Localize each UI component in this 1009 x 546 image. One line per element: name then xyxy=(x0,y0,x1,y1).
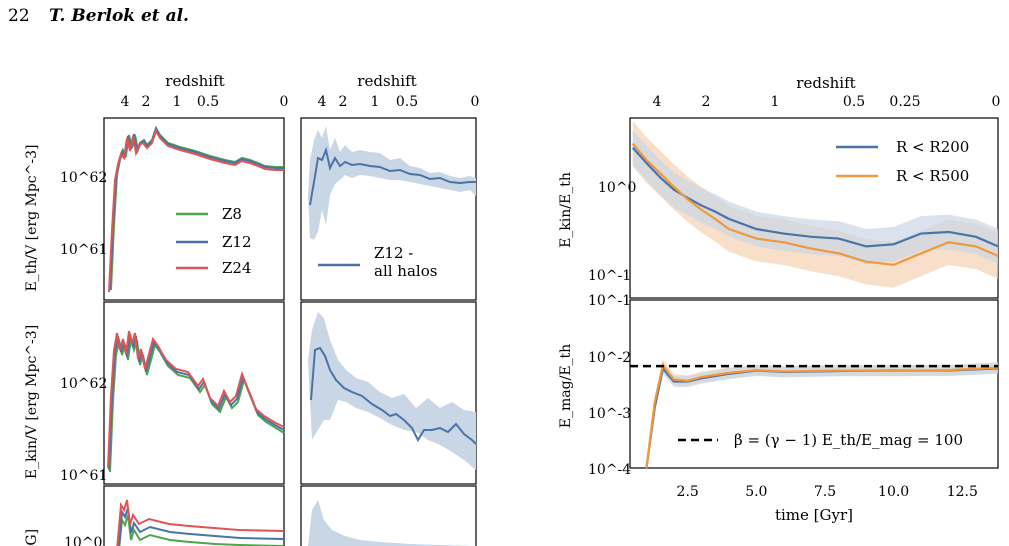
right-y-ticks: 10^0 10^-1 10^-1 10^-2 10^-3 10^-4 xyxy=(588,180,636,478)
legend-label: R < R500 xyxy=(896,167,969,185)
r200-band xyxy=(632,130,998,264)
ylabel-mag: E_mag/E_th xyxy=(558,344,574,428)
legend-label: Z12 - xyxy=(374,244,413,262)
ytick-label: 10^-4 xyxy=(588,462,631,478)
legend-left: Z8 Z12 Z24 xyxy=(176,205,252,277)
top-tick: 4 xyxy=(318,94,327,110)
r500-line xyxy=(631,142,999,266)
legend-label: Z8 xyxy=(222,205,242,223)
eth-curves xyxy=(108,125,284,293)
b-curves xyxy=(116,499,285,546)
left-redshift-label-a: redshift xyxy=(165,72,224,90)
z8-line xyxy=(109,337,285,473)
panel-b-right xyxy=(300,485,477,546)
top-tick: 2 xyxy=(142,94,151,110)
r200-line xyxy=(631,146,999,248)
all-halos-line xyxy=(309,146,476,206)
right-figure: redshift 4 2 1 0.5 0.25 0 10^0 10^-1 10^-1 10… xyxy=(558,74,1000,524)
top-tick: 0.25 xyxy=(889,94,920,110)
xtick-label: 12.5 xyxy=(947,484,978,500)
ylabel-ekin: E_kin/V [erg Mpc^-3] xyxy=(24,325,40,479)
ytick-label: 10^0 xyxy=(64,535,102,546)
ratio-panel-frame xyxy=(629,117,999,299)
ylabel-eth: E_th/V [erg Mpc^-3] xyxy=(24,145,40,292)
ekin-band xyxy=(308,312,476,470)
ytick-label: 10^62 xyxy=(60,376,107,392)
ekin-curves xyxy=(107,330,285,473)
z24-line xyxy=(107,330,285,469)
xtick-label: 5.0 xyxy=(745,484,767,500)
panel-b-left xyxy=(103,485,285,546)
top-tick: 1 xyxy=(371,94,380,110)
top-tick: 1 xyxy=(173,94,182,110)
z8-line xyxy=(118,514,285,546)
ylabel-b: [G] xyxy=(24,529,40,546)
ytick-label: 10^-3 xyxy=(588,406,631,422)
ytick-label: 10^61 xyxy=(60,242,107,258)
page-header: 22 T. Berlok et al. xyxy=(8,6,189,26)
top-tick: 4 xyxy=(121,94,130,110)
mag-blue-band xyxy=(646,362,998,474)
ytick-label: 10^0 xyxy=(598,180,636,196)
all-halos-band xyxy=(308,126,476,240)
z24-line xyxy=(108,128,284,293)
z12-line xyxy=(117,507,285,546)
legend-label: Z12 xyxy=(222,233,252,251)
top-tick: 0.5 xyxy=(843,94,865,110)
right-redshift-label: redshift xyxy=(796,74,855,92)
mag-panel-frame xyxy=(629,299,999,469)
xlabel-time: time [Gyr] xyxy=(775,506,853,524)
left-top-ticks-a: 4 2 1 0.5 0 xyxy=(121,94,289,110)
xtick-label: 2.5 xyxy=(677,484,699,500)
xtick-label: 10.0 xyxy=(878,484,909,500)
running-author: T. Berlok et al. xyxy=(49,6,189,26)
legend-label: all halos xyxy=(374,262,437,280)
ytick-label: 10^-2 xyxy=(588,350,631,366)
top-tick: 4 xyxy=(653,94,662,110)
left-top-ticks-b: 4 2 1 0.5 0 xyxy=(318,94,480,110)
left-redshift-label-b: redshift xyxy=(357,72,416,90)
z24-line xyxy=(116,499,285,546)
legend-label: β = (γ − 1) E_th/E_mag = 100 xyxy=(734,431,963,449)
right-top-ticks: 4 2 1 0.5 0.25 0 xyxy=(653,94,1001,110)
top-tick: 0.5 xyxy=(197,94,219,110)
ytick-label: 10^-1 xyxy=(588,268,631,284)
legend-label: Z24 xyxy=(222,259,252,277)
legend-all-halos: Z12 - all halos xyxy=(318,244,437,280)
page-number: 22 xyxy=(8,6,30,26)
left-y-ticks: 10^62 10^61 10^62 10^61 10^0 xyxy=(60,170,107,546)
z12-line xyxy=(108,333,285,471)
ylabel-ratio: E_kin/E_th xyxy=(558,172,574,248)
ytick-label: 10^-1 xyxy=(588,293,631,309)
top-tick: 2 xyxy=(339,94,348,110)
panel-ekin-left xyxy=(103,301,285,485)
ekin-line xyxy=(310,346,477,445)
xtick-label: 7.5 xyxy=(814,484,836,500)
top-tick: 0 xyxy=(471,94,480,110)
ytick-label: 10^61 xyxy=(60,468,107,484)
magnetic-thermal-chart xyxy=(630,359,999,474)
top-tick: 1 xyxy=(771,94,780,110)
top-tick: 0 xyxy=(280,94,289,110)
ytick-label: 10^62 xyxy=(60,170,107,186)
panel-eth-left xyxy=(103,117,285,301)
b-band xyxy=(308,500,476,546)
legend-beta: β = (γ − 1) E_th/E_mag = 100 xyxy=(678,431,963,449)
kinetic-thermal-chart xyxy=(631,120,999,288)
left-figure: redshift redshift 4 2 1 0.5 0 4 2 1 0.5 … xyxy=(24,72,479,546)
top-tick: 0.5 xyxy=(396,94,418,110)
top-tick: 0 xyxy=(992,94,1001,110)
panel-ekin-right xyxy=(300,301,477,485)
time-ticks: 2.5 5.0 7.5 10.0 12.5 xyxy=(677,484,978,500)
legend-radius: R < R200 R < R500 xyxy=(836,138,969,185)
panel-eth-right xyxy=(300,117,477,301)
legend-label: R < R200 xyxy=(896,138,969,156)
top-tick: 2 xyxy=(702,94,711,110)
